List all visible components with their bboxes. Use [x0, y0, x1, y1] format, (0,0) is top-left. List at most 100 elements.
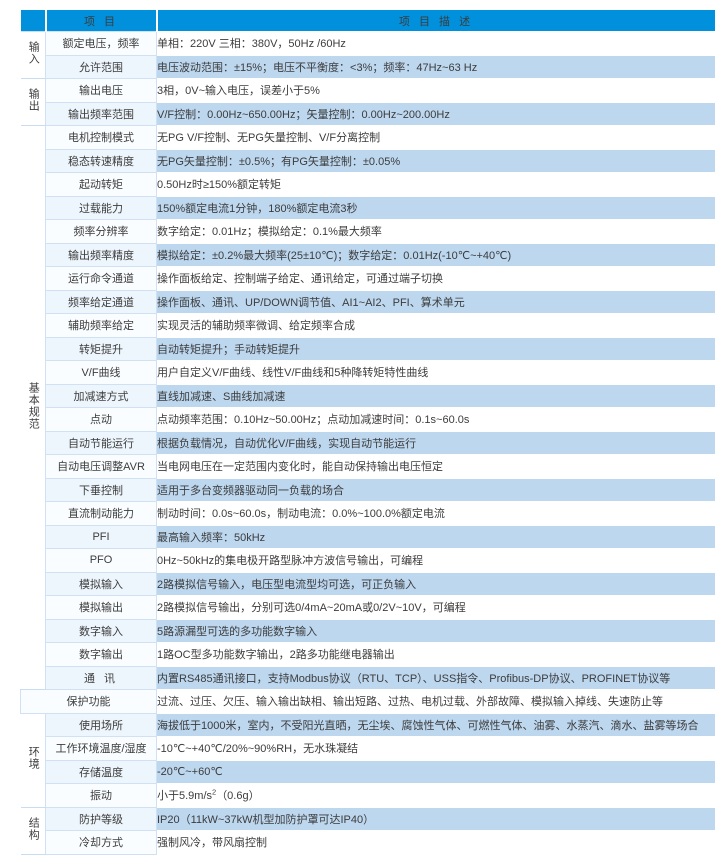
specification-table: 项 目 项 目 描 述 输入 额定电压，频率 单相：220V 三相：380V，50H…: [20, 10, 715, 855]
table-row: 通 讯内置RS485通讯接口，支持Modbus协议（RTU、TCP）、USS指令…: [21, 665, 715, 690]
row-description: 操作面板、通讯、UP/DOWN调节值、AI1~AI2、PFI、算术单元: [156, 289, 715, 314]
row-description: 小于5.9m/s2（0.6g）: [156, 783, 715, 808]
table-body: 输入 额定电压，频率 单相：220V 三相：380V，50Hz /60Hz 允许范围电…: [20, 31, 715, 855]
row-description: V/F控制：0.00Hz~650.00Hz；矢量控制：0.00Hz~200.00…: [156, 101, 715, 126]
table-row: 数字输入 5路源漏型可选的多功能数字输入: [21, 618, 715, 643]
row-item-label: 输出频率精度: [45, 242, 157, 267]
row-item-label: 模拟输入: [45, 571, 157, 596]
row-item-label: 转矩提升: [45, 336, 157, 361]
row-description: 电压波动范围：±15%；电压不平衡度：<3%；频率：47Hz~63 Hz: [156, 54, 715, 79]
row-description: 根据负载情况，自动优化V/F曲线，实现自动节能运行: [156, 430, 715, 455]
row-description: 用户自定义V/F曲线、线性V/F曲线和5种降转矩特性曲线: [156, 360, 715, 385]
row-item-label: 运行命令通道: [45, 266, 157, 291]
row-item-label: 使用场所: [45, 712, 157, 737]
category-label-text: 环境: [27, 746, 40, 770]
table-header: 项 目 项 目 描 述: [20, 10, 715, 32]
row-description: 无PG V/F控制、无PG矢量控制、V/F分离控制: [156, 125, 715, 150]
row-description: 0.50Hz时≥150%额定转矩: [156, 172, 715, 197]
spec-sheet: 项 目 项 目 描 述 输入 额定电压，频率 单相：220V 三相：380V，50H…: [20, 10, 715, 855]
row-description: 过流、过压、欠压、输入输出缺相、输出短路、过热、电机过载、外部故障、模拟输入掉线…: [156, 689, 715, 714]
row-item-label: 自动电压调整AVR: [45, 454, 157, 479]
row-item-label: 模拟输出: [45, 595, 157, 620]
table-row: 输出频率精度 模拟给定：±0.2%最大频率(25±10℃)；数字给定：0.01Hz…: [21, 242, 715, 267]
table-row: 输出频率范围 V/F控制：0.00Hz~650.00Hz；矢量控制：0.00Hz~…: [21, 101, 715, 126]
row-item-label: 过载能力: [45, 195, 157, 220]
table-row: 点动 点动频率范围：0.10Hz~50.00Hz；点动加减速时间：0.1s~60.…: [21, 407, 715, 432]
row-item-label: 点动: [45, 407, 157, 432]
table-row: 存储温度 -20℃~+60℃: [21, 759, 715, 784]
row-item-label: 防护等级: [45, 806, 157, 831]
row-description: 操作面板给定、控制端子给定、通讯给定，可通过端子切换: [156, 266, 715, 291]
table-row: 直流制动能力 制动时间：0.0s~60.0s，制动电流：0.0%~100.0%额定…: [21, 501, 715, 526]
row-description: 单相：220V 三相：380V，50Hz /60Hz: [156, 31, 715, 56]
table-row: 加减速方式 直线加减速、S曲线加减速: [21, 383, 715, 408]
category-label-text: 基本规范: [27, 381, 40, 430]
row-item-label: 额定电压，频率: [45, 31, 157, 56]
table-row: V/F曲线 用户自定义V/F曲线、线性V/F曲线和5种降转矩特性曲线: [21, 360, 715, 385]
table-row: PFI 最高输入频率：50kHz: [21, 524, 715, 549]
table-row: 结构 防护等级 IP20（11kW~37kW机型加防护罩可达IP40）: [20, 806, 715, 855]
row-description: 150%额定电流1分钟，180%额定电流3秒: [156, 195, 715, 220]
row-description: 制动时间：0.0s~60.0s，制动电流：0.0%~100.0%额定电流: [156, 501, 715, 526]
row-description: 5路源漏型可选的多功能数字输入: [156, 618, 715, 643]
table-row: 下垂控制 适用于多台变频器驱动同一负载的场合: [21, 477, 715, 502]
row-item-label: PFO: [45, 548, 157, 573]
category-label-cell: 输入: [20, 31, 46, 79]
row-item-label: 电机控制模式: [45, 125, 157, 150]
row-description: 自动转矩提升；手动转矩提升: [156, 336, 715, 361]
category-label-text: 结构: [27, 816, 40, 841]
table-row: 输入 额定电压，频率 单相：220V 三相：380V，50Hz /60Hz: [20, 31, 715, 79]
row-item-label: 通 讯: [45, 665, 157, 690]
table-row: 振动 小于5.9m/s2（0.6g）: [21, 783, 715, 808]
row-description: 无PG矢量控制：±0.5%；有PG矢量控制：±0.05%: [156, 148, 715, 173]
table-row: 允许范围 电压波动范围：±15%；电压不平衡度：<3%；频率：47Hz~63 Hz: [21, 54, 715, 79]
row-description: IP20（11kW~37kW机型加防护罩可达IP40）: [156, 806, 715, 831]
table-row: 转矩提升 自动转矩提升；手动转矩提升: [21, 336, 715, 361]
superscript: 2: [212, 787, 217, 797]
header-item-cell: 项 目: [45, 10, 158, 32]
table-row: 模拟输出 2路模拟信号输出，分别可选0/4mA~20mA或0/2V~10V，可编程: [21, 595, 715, 620]
row-item-label: 频率分辨率: [45, 219, 157, 244]
row-item-label: 数字输出: [45, 642, 157, 667]
table-row: 工作环境温度/湿度 -10℃~+40℃/20%~90%RH，无水珠凝结: [21, 736, 715, 761]
table-row: 过载能力 150%额定电流1分钟，180%额定电流3秒: [21, 195, 715, 220]
table-row: 频率分辨率 数字给定：0.01Hz；模拟给定：0.1%最大频率: [21, 219, 715, 244]
row-item-label: 下垂控制: [45, 477, 157, 502]
row-description: 点动频率范围：0.10Hz~50.00Hz；点动加减速时间：0.1s~60.0s: [156, 407, 715, 432]
table-row: 数字输出 1路OC型多功能数字输出，2路多功能继电器输出: [21, 642, 715, 667]
category-label-cell: 基本规范: [20, 125, 46, 690]
row-item-label: 稳态转速精度: [45, 148, 157, 173]
row-item-label: 允许范围: [45, 54, 157, 79]
row-description: 强制风冷，带风扇控制: [156, 830, 715, 855]
row-item-label: 振动: [45, 783, 157, 808]
row-item-label: 保护功能: [20, 689, 157, 714]
row-description: 2路模拟信号输入，电压型电流型均可选，可正负输入: [156, 571, 715, 596]
row-description: -10℃~+40℃/20%~90%RH，无水珠凝结: [156, 736, 715, 761]
table-row: PFO 0Hz~50kHz的集电极开路型脉冲方波信号输出，可编程: [21, 548, 715, 573]
row-description: 实现灵活的辅助频率微调、给定频率合成: [156, 313, 715, 338]
row-description: 1路OC型多功能数字输出，2路多功能继电器输出: [156, 642, 715, 667]
row-description: 当电网电压在一定范围内变化时，能自动保持输出电压恒定: [156, 454, 715, 479]
row-item-label: 辅助频率给定: [45, 313, 157, 338]
row-description: 3相，0V~输入电压，误差小于5%: [156, 78, 715, 103]
table-row: 冷却方式 强制风冷，带风扇控制: [21, 830, 715, 855]
table-row: 频率给定通道 操作面板、通讯、UP/DOWN调节值、AI1~AI2、PFI、算术单…: [21, 289, 715, 314]
category-label-cell: 输出: [20, 78, 46, 126]
row-description: 2路模拟信号输出，分别可选0/4mA~20mA或0/2V~10V，可编程: [156, 595, 715, 620]
table-row: 基本规范 电机控制模式 无PG V/F控制、无PG矢量控制、V/F分离控制: [20, 125, 715, 690]
row-item-label: 频率给定通道: [45, 289, 157, 314]
category-label-cell: 结构: [20, 806, 46, 855]
category-label-cell: 环境: [20, 712, 46, 808]
table-row-protection: 保护功能 过流、过压、欠压、输入输出缺相、输出短路、过热、电机过载、外部故障、模拟…: [20, 689, 715, 714]
row-item-label: 输出频率范围: [45, 101, 157, 126]
row-item-label: 自动节能运行: [45, 430, 157, 455]
row-item-label: 加减速方式: [45, 383, 157, 408]
table-row: 环境 使用场所 海拔低于1000米，室内，不受阳光直晒，无尘埃、腐蚀性气体、可燃性气…: [20, 712, 715, 808]
row-item-label: 输出电压: [45, 78, 157, 103]
row-description: 海拔低于1000米，室内，不受阳光直晒，无尘埃、腐蚀性气体、可燃性气体、油雾、水…: [156, 712, 715, 737]
table-row: 模拟输入 2路模拟信号输入，电压型电流型均可选，可正负输入: [21, 571, 715, 596]
table-row: 稳态转速精度 无PG矢量控制：±0.5%；有PG矢量控制：±0.05%: [21, 148, 715, 173]
row-description: 数字给定：0.01Hz；模拟给定：0.1%最大频率: [156, 219, 715, 244]
table-row: 辅助频率给定 实现灵活的辅助频率微调、给定频率合成: [21, 313, 715, 338]
table-row: 自动节能运行 根据负载情况，自动优化V/F曲线，实现自动节能运行: [21, 430, 715, 455]
